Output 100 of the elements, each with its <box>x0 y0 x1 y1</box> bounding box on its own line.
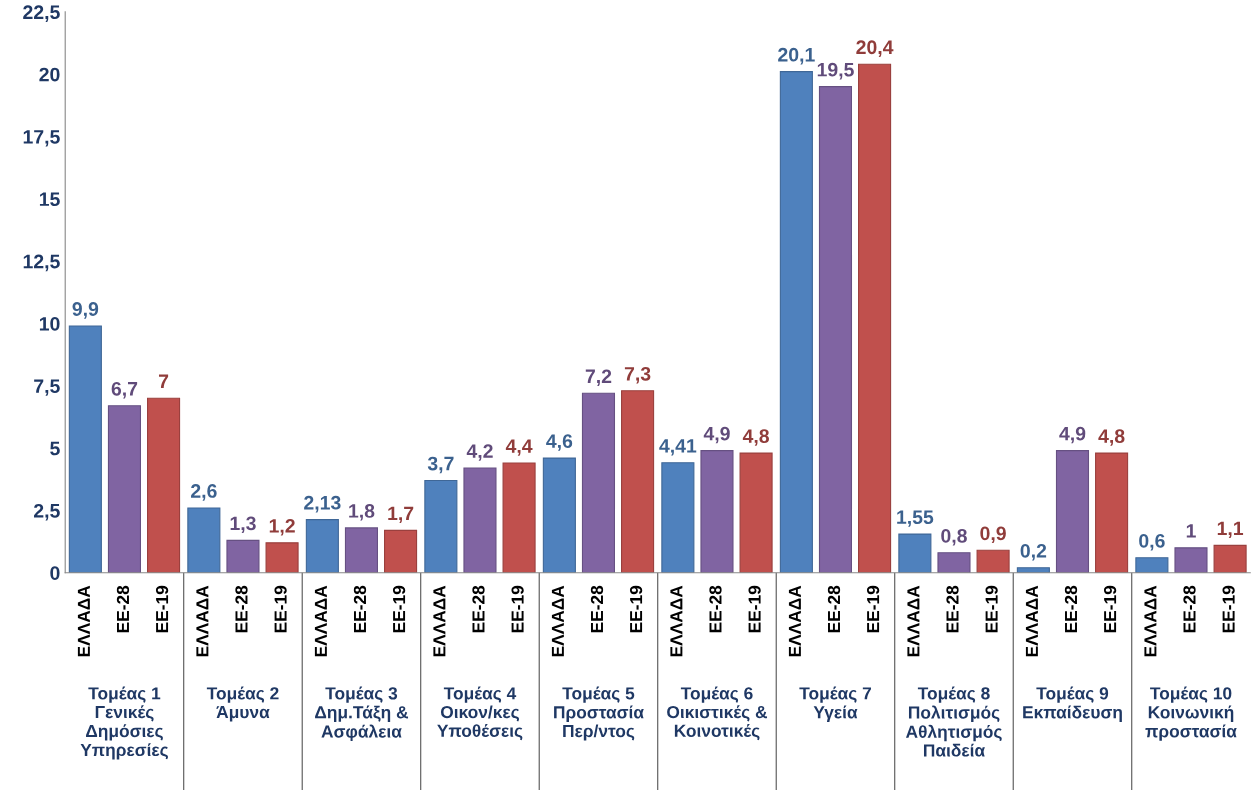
data-label: 4,4 <box>505 439 533 456</box>
data-label: 1,2 <box>269 518 295 536</box>
bar <box>1174 547 1208 573</box>
text: ΕΕ-19 <box>866 585 880 633</box>
bar <box>226 539 260 573</box>
y-tick-label: 12,5 <box>23 254 60 272</box>
data-label: 6,7 <box>111 381 138 399</box>
bar <box>344 527 379 573</box>
text: ΕΕ-28 <box>235 585 248 633</box>
bar <box>818 86 853 573</box>
data-label: 1,55 <box>897 510 934 527</box>
data-label: 1,8 <box>349 504 375 521</box>
data-label: 4,9 <box>703 426 730 444</box>
text: ΕΛΛΑΔΑ <box>77 585 90 657</box>
x-tick-label: Τομέας 7 Υγεία <box>799 686 871 722</box>
y-tick-label: 0 <box>50 566 60 580</box>
text: ΕΕ-19 <box>1222 585 1235 633</box>
text: ΕΛΛΑΔΑ <box>670 585 683 657</box>
y-tick-label: 22,5 <box>23 5 60 22</box>
text: ΕΕ-28 <box>472 585 485 633</box>
data-label: 7,3 <box>624 366 651 384</box>
data-label: 9,9 <box>72 302 99 319</box>
y-tick-label: 15 <box>39 192 60 207</box>
x-tick-label: Τομέας 1 Γενικές Δημόσιες Υπηρεσίες <box>80 686 168 760</box>
text: ΕΕ-19 <box>1103 585 1117 633</box>
data-label: 0,2 <box>1020 543 1047 561</box>
text: ΕΕ-28 <box>1183 585 1196 633</box>
data-label: 0,6 <box>1139 533 1165 551</box>
data-label: 1,3 <box>230 516 256 534</box>
data-label: 20,1 <box>778 47 815 65</box>
text: ΕΕ-28 <box>590 585 604 633</box>
data-label: 1,7 <box>388 506 414 524</box>
bar <box>305 519 339 573</box>
bar <box>898 533 932 573</box>
bar <box>424 479 458 573</box>
data-label: 0,9 <box>980 526 1006 544</box>
text: ΕΕ-28 <box>353 585 367 633</box>
bar <box>661 462 695 573</box>
data-label: 0,8 <box>941 528 967 546</box>
bar <box>779 71 813 573</box>
text: ΕΛΛΑΔΑ <box>314 585 327 657</box>
text: ΕΕ-19 <box>155 585 169 633</box>
bar <box>187 507 221 573</box>
bar <box>581 392 616 573</box>
bar <box>1135 557 1169 573</box>
data-label: 20,4 <box>856 40 894 57</box>
text: ΕΛΛΑΔΑ <box>1144 585 1157 657</box>
data-label: 1 <box>1186 524 1196 538</box>
y-tick-label: 5 <box>50 441 60 456</box>
bar <box>700 450 734 573</box>
text: ΕΕ-19 <box>985 585 998 633</box>
text: ΕΕ-28 <box>827 585 841 633</box>
text: ΕΕ-19 <box>274 585 287 633</box>
data-label: 3,7 <box>427 456 454 474</box>
bar <box>265 542 299 573</box>
x-tick-label: Τομέας 3 Δημ.Τάξη & Ασφάλεια <box>315 686 409 742</box>
text: ΕΛΛΑΔΑ <box>907 585 920 657</box>
x-tick-label: Τομέας 5 Προστασία Περ/ντος <box>554 686 644 741</box>
bar <box>68 325 102 573</box>
text: ΕΛΛΑΔΑ <box>551 585 564 657</box>
bar <box>739 452 773 573</box>
text: ΕΛΛΑΔΑ <box>788 585 801 657</box>
bar <box>1213 544 1247 573</box>
bar <box>107 405 142 573</box>
bar <box>621 390 655 573</box>
bar <box>1055 450 1090 573</box>
text: ΕΕ-19 <box>748 585 761 633</box>
y-tick-label: 17,5 <box>23 130 60 147</box>
x-tick-label: Τομέας 2 Άμυνα <box>206 686 279 722</box>
text: ΕΕ-28 <box>1064 585 1078 633</box>
text: ΕΛΛΑΔΑ <box>1025 585 1038 657</box>
bar <box>937 552 971 573</box>
data-label: 4,2 <box>466 444 493 461</box>
data-label: 4,9 <box>1059 426 1086 444</box>
y-tick-label: 20 <box>39 67 60 82</box>
text: ΕΛΛΑΔΑ <box>433 585 446 657</box>
bar <box>858 63 892 573</box>
data-label: 7 <box>158 374 169 388</box>
bar <box>976 549 1010 573</box>
bar <box>542 457 576 573</box>
text: ΕΕ-28 <box>116 585 130 633</box>
bar <box>463 467 497 573</box>
y-tick-label: 10 <box>39 316 60 331</box>
bar <box>1095 452 1129 573</box>
text: ΕΕ-19 <box>392 585 406 633</box>
y-tick-label: 7,5 <box>34 379 60 396</box>
text: ΕΕ-19 <box>511 585 524 633</box>
data-label: 2,6 <box>191 484 217 501</box>
x-tick-label: Τομέας 10 Κοινωνική προστασία <box>1145 686 1237 741</box>
bar <box>384 529 418 573</box>
x-tick-label: Τομέας 8 Πολιτισμός Αθλητισμός Παιδεία <box>905 686 1002 757</box>
text: ΕΕ-19 <box>629 585 643 633</box>
text: ΕΛΛΑΔΑ <box>196 585 209 657</box>
text: ΕΕ-28 <box>709 585 722 633</box>
data-label: 7,2 <box>585 369 612 387</box>
x-tick-label: Τομέας 9 Εκπαίδευση <box>1023 686 1122 722</box>
data-label: 4,8 <box>1098 429 1125 446</box>
data-label: 19,5 <box>817 62 854 80</box>
data-label: 4,8 <box>742 429 769 446</box>
x-tick-label: Τομέας 4 Οικον/κες Υποθέσεις <box>437 686 523 741</box>
